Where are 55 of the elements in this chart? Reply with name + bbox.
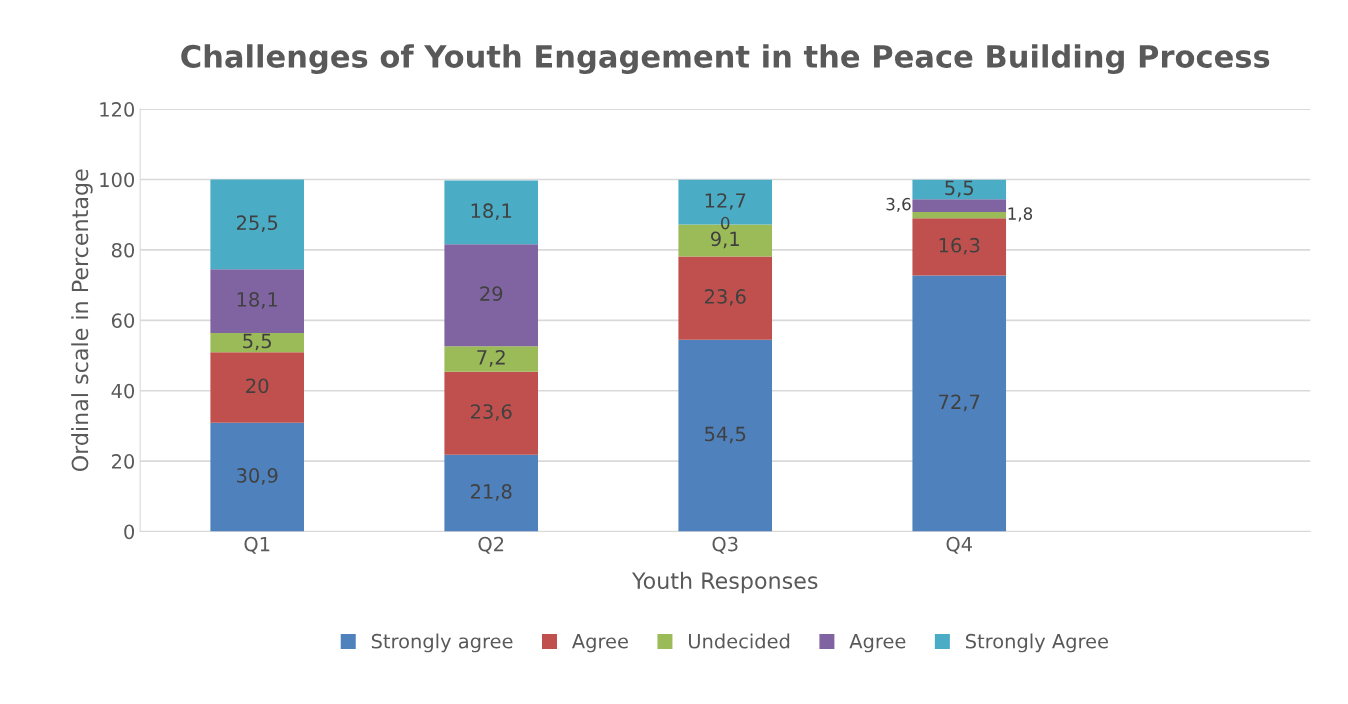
y-tick-label: 40 [111, 383, 135, 399]
legend-label: Agree [849, 634, 906, 653]
bar [444, 454, 539, 532]
bar [912, 199, 1007, 212]
data-label: 30,9 [237, 468, 278, 485]
bar [210, 269, 304, 333]
data-label: 23,6 [705, 289, 746, 306]
data-label: 5,5 [945, 180, 973, 198]
y-tick-label: 60 [111, 313, 135, 328]
data-label: 23,6 [470, 404, 512, 421]
data-label: 12,7 [705, 193, 746, 210]
data-label: 21,8 [470, 484, 512, 501]
bar [444, 346, 539, 372]
legend-label: Undecided [689, 633, 790, 649]
bar [912, 218, 1007, 276]
x-tick-label: Q3 [712, 536, 738, 554]
y-tick-label: 100 [100, 172, 135, 188]
legend-label: Strongly Agree [966, 633, 1108, 653]
bar [210, 422, 304, 532]
x-axis-title: Youth Responses [631, 571, 818, 594]
y-tick-label: 20 [112, 454, 135, 469]
data-label: 29 [480, 286, 503, 301]
y-tick-label: 80 [111, 242, 135, 258]
bar [444, 371, 539, 455]
y-axis-title: Ordinal scale in Percentage [71, 169, 93, 472]
bar [912, 211, 1007, 219]
y-tick-label: 120 [100, 102, 135, 117]
bar [444, 244, 539, 347]
data-label: 1,8 [1008, 207, 1033, 222]
bar [210, 179, 304, 270]
data-label: 72,7 [939, 394, 980, 412]
legend-label: Strongly agree [371, 633, 513, 653]
y-tick-label: 0 [124, 524, 135, 540]
bar [210, 352, 304, 423]
x-tick-label: Q1 [244, 536, 270, 554]
data-label: 7,2 [477, 349, 505, 367]
data-label: 3,6 [886, 197, 911, 213]
x-tick-label: Q2 [478, 536, 504, 554]
bar [912, 275, 1007, 532]
data-label: 9,1 [710, 231, 739, 249]
data-label: 54,5 [705, 426, 746, 444]
data-label: 25,5 [236, 215, 278, 233]
bar [444, 180, 539, 245]
chart-title: Challenges of Youth Engagement in the Peace Building Process [181, 44, 1270, 75]
bar [678, 256, 773, 340]
data-label: 18,1 [471, 203, 512, 221]
x-tick-label: Q4 [946, 536, 972, 554]
bar [912, 179, 1007, 200]
data-label: 16,3 [939, 237, 980, 255]
bar [678, 339, 773, 532]
data-label: 5,5 [243, 333, 271, 351]
data-label: 20 [246, 378, 269, 394]
bar [210, 332, 304, 353]
legend-label: Agree [572, 634, 628, 653]
data-label: 18,1 [237, 292, 278, 309]
